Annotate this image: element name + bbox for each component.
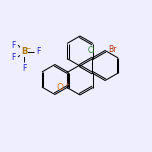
Text: B: B (21, 47, 27, 57)
Text: −: − (25, 45, 31, 50)
Text: F: F (12, 40, 16, 50)
Text: F: F (22, 64, 26, 73)
Text: F: F (12, 52, 16, 62)
Text: O: O (56, 83, 63, 92)
Text: Cl: Cl (87, 46, 95, 55)
Text: Br: Br (108, 45, 116, 54)
Text: F: F (36, 47, 40, 57)
Text: +: + (64, 82, 69, 87)
